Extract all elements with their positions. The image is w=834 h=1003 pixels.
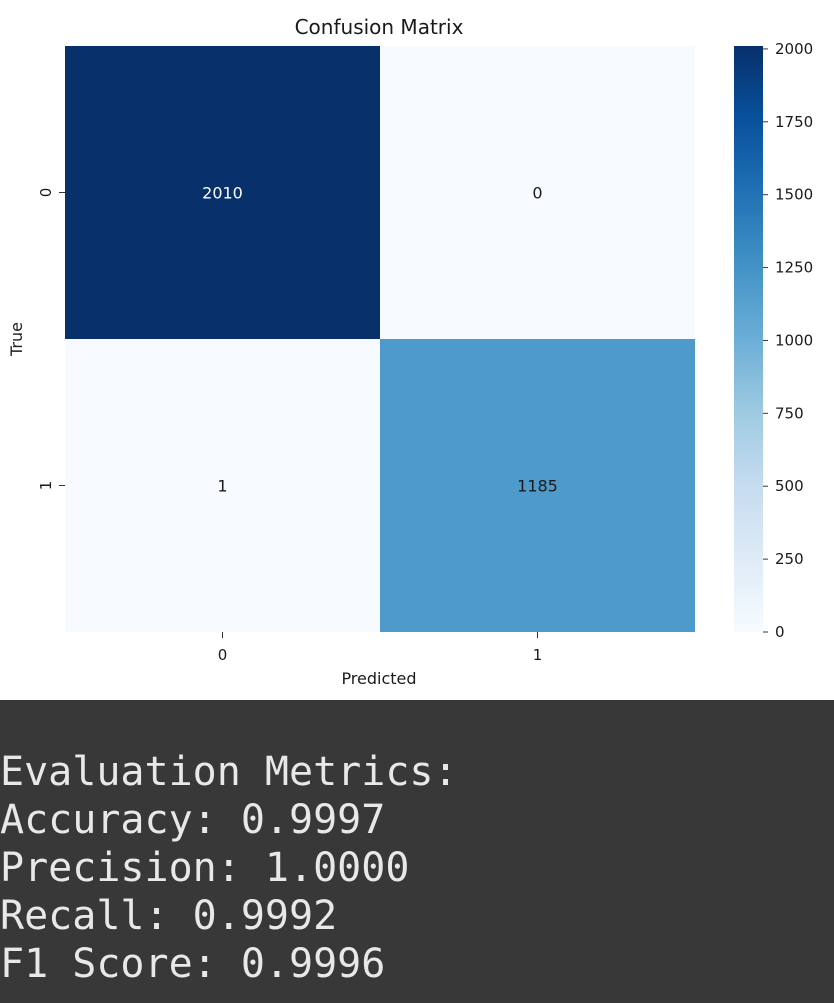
- x-tick-label: 1: [533, 646, 543, 664]
- colorbar-tick-label: 1000: [775, 331, 813, 349]
- heatmap-cell: [65, 339, 380, 632]
- colorbar-tick-label: 1250: [775, 259, 813, 277]
- f1-score-line: F1 Score: 0.9996: [0, 941, 386, 987]
- colorbar-tick-label: 500: [775, 477, 804, 495]
- precision-line: Precision: 1.0000: [0, 845, 410, 891]
- heatmap-cell: [65, 46, 380, 339]
- colorbar-tick-label: 250: [775, 550, 804, 568]
- heatmap-chart: Confusion Matrix 2010 0 1 1185 0 1 0 1 0 250 500…: [7, 15, 813, 688]
- console-output: Evaluation Metrics: Accuracy: 0.9997 Pre…: [0, 700, 834, 1003]
- y-axis-label: True: [7, 322, 26, 357]
- colorbar-tick-label: 1500: [775, 186, 813, 204]
- colorbar-tick-label: 2000: [775, 40, 813, 58]
- heatmap-cell: [380, 339, 695, 632]
- colorbar-gradient: [734, 46, 763, 632]
- metrics-header: Evaluation Metrics:: [0, 749, 458, 795]
- y-tick-label: 1: [37, 481, 55, 491]
- accuracy-line: Accuracy: 0.9997: [0, 797, 386, 843]
- colorbar-tick-label: 0: [775, 623, 785, 641]
- cell-value-label: 1185: [517, 477, 558, 496]
- cell-value-label: 1: [217, 477, 227, 496]
- confusion-matrix-figure: Confusion Matrix 2010 0 1 1185 0 1 0 1 0 250 500…: [0, 0, 834, 700]
- recall-line: Recall: 0.9992: [0, 893, 338, 939]
- cell-value-label: 0: [532, 184, 542, 203]
- colorbar-tick-label: 1750: [775, 113, 813, 131]
- x-axis-label: Predicted: [341, 669, 416, 688]
- cell-value-label: 2010: [202, 184, 243, 203]
- heatmap-cell: [380, 46, 695, 339]
- colorbar-tick-label: 750: [775, 404, 804, 422]
- y-tick-label: 0: [37, 188, 55, 198]
- x-tick-label: 0: [218, 646, 228, 664]
- chart-title: Confusion Matrix: [295, 15, 464, 39]
